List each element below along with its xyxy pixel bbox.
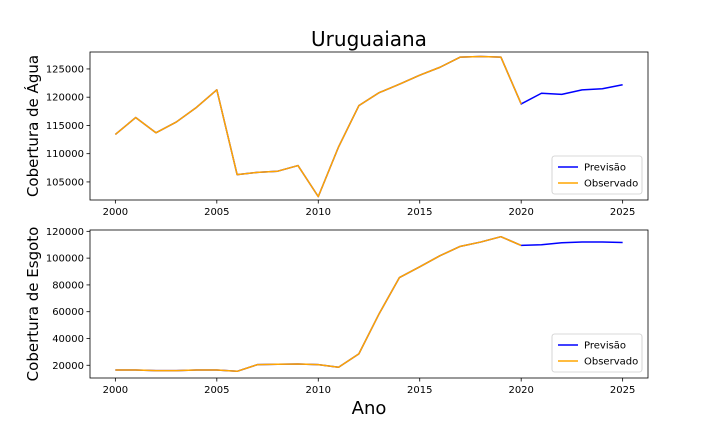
y-tick-label: 110000	[46, 149, 84, 160]
x-tick-label: 2025	[610, 207, 635, 218]
y-tick-label: 40000	[52, 334, 84, 345]
chart-title: Uruguaiana	[311, 27, 427, 51]
legend: Previsão Observado	[551, 333, 643, 373]
legend-label: Observado	[584, 357, 638, 368]
y-tick-label: 125000	[46, 64, 84, 75]
legend-label: Previsão	[584, 163, 626, 174]
plot-frame	[89, 51, 649, 201]
x-tick-label: 2005	[204, 385, 229, 396]
legend-label: Previsão	[584, 341, 626, 352]
y-tick-label: 105000	[46, 177, 84, 188]
sewage-coverage-panel: 2000 2005 2010 2015 2020 2025 20000 40000 60000 8…	[24, 227, 649, 396]
y-tick-label: 80000	[52, 280, 84, 291]
x-tick-label: 2005	[204, 207, 229, 218]
y-tick-label: 100000	[46, 254, 84, 265]
legend-box	[551, 155, 643, 195]
x-axis-title: Ano	[352, 398, 387, 419]
y-tick-label: 120000	[46, 93, 84, 104]
y-axis-title: Cobertura de Esgoto	[24, 227, 42, 382]
y-tick-label: 20000	[52, 361, 84, 372]
legend-label: Observado	[584, 179, 638, 190]
y-tick-label: 115000	[46, 121, 84, 132]
x-tick-label: 2010	[306, 207, 331, 218]
legend: Previsão Observado	[551, 155, 643, 195]
x-tick-label: 2020	[508, 207, 533, 218]
x-tick-label: 2010	[306, 385, 331, 396]
water-coverage-panel: 2000 2005 2010 2015 2020 2025 105000 110000 1150…	[23, 51, 649, 218]
x-tick-label: 2000	[103, 207, 128, 218]
plot-frame	[89, 229, 649, 379]
legend-box	[551, 333, 643, 373]
series-line-observado	[115, 235, 522, 373]
y-tick-label: 60000	[52, 307, 84, 318]
x-tick-label: 2000	[103, 385, 128, 396]
y-tick-label: 120000	[46, 227, 84, 238]
series-line-observado	[114, 55, 522, 198]
x-tick-label: 2020	[508, 385, 533, 396]
x-tick-label: 2025	[610, 385, 635, 396]
x-tick-label: 2015	[407, 385, 432, 396]
y-axis-title: Cobertura de Água	[23, 55, 42, 197]
x-tick-label: 2015	[407, 207, 432, 218]
